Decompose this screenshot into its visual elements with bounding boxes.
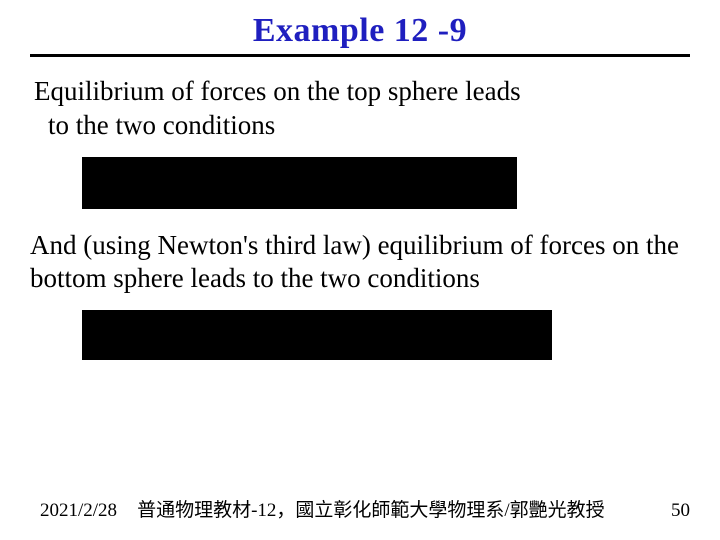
footer-text: 普通物理教材-12，國立彰化師範大學物理系/郭艷光教授: [137, 495, 651, 522]
redaction-box-2: [82, 310, 552, 360]
title-divider: [30, 54, 690, 57]
slide-title: Example 12 -9: [30, 12, 690, 50]
paragraph-1-line-2: to the two conditions: [48, 109, 690, 143]
paragraph-2: And (using Newton's third law) equilibri…: [30, 229, 690, 297]
paragraph-1-line-1: Equilibrium of forces on the top sphere …: [34, 76, 521, 106]
footer-date: 2021/2/28: [40, 500, 117, 522]
paragraph-1: Equilibrium of forces on the top sphere …: [34, 75, 690, 143]
redaction-box-1: [82, 157, 517, 209]
footer: 2021/2/28 普通物理教材-12，國立彰化師範大學物理系/郭艷光教授 50: [40, 495, 690, 522]
footer-page-number: 50: [671, 500, 690, 522]
slide-container: Example 12 -9 Equilibrium of forces on t…: [0, 0, 720, 540]
